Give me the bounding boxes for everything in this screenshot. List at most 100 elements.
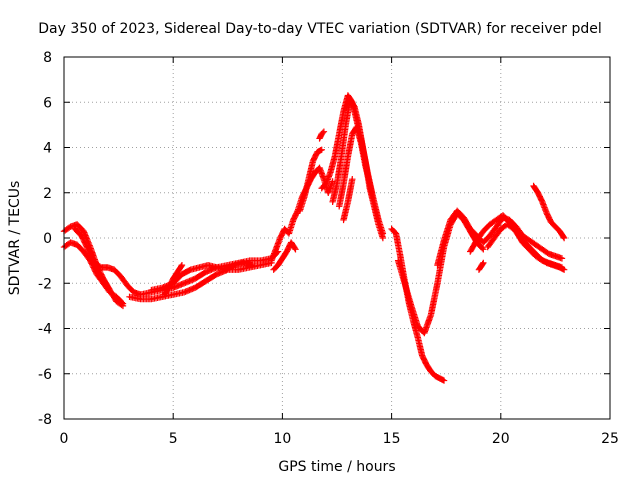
interpolated-points (408, 304, 421, 328)
interpolated-points (557, 229, 567, 241)
interpolated-points (170, 269, 181, 281)
interpolated-points (513, 224, 525, 238)
y-tick-label: 8 (43, 50, 52, 66)
interpolated-points (544, 211, 554, 225)
interpolated-points (107, 290, 119, 300)
interpolated-points (223, 262, 237, 273)
interpolated-points (505, 222, 516, 232)
y-axis-label: SDTVAR / TECUs (7, 181, 23, 296)
interpolated-points (315, 147, 324, 155)
y-tick-label: 2 (43, 186, 52, 202)
interpolated-points (557, 264, 567, 273)
interpolated-points (353, 125, 364, 145)
data-point (320, 128, 328, 135)
interpolated-points (347, 97, 357, 109)
interpolated-points (524, 242, 536, 254)
series-track-f (148, 259, 256, 294)
series-track-n (335, 123, 387, 237)
interpolated-points (419, 353, 430, 367)
data-point (379, 230, 387, 237)
interpolated-points (421, 313, 434, 335)
data-point (329, 178, 336, 185)
interpolated-points (424, 362, 434, 374)
interpolated-points (72, 226, 84, 238)
interpolated-points (540, 247, 551, 257)
data-series (60, 92, 568, 384)
series-track-c (71, 225, 144, 298)
series-track-v (530, 182, 568, 242)
interpolated-points (74, 242, 86, 254)
interpolated-points (193, 278, 208, 291)
y-tick-label: -4 (38, 322, 52, 338)
interpolated-points (491, 227, 504, 240)
interpolated-points (313, 165, 322, 175)
interpolated-points (389, 226, 399, 236)
interpolated-points (518, 235, 530, 247)
interpolated-points (531, 183, 541, 195)
data-point (558, 255, 566, 262)
interpolated-points (327, 154, 338, 175)
y-tick-label: 4 (43, 141, 52, 157)
series-track-g (161, 261, 186, 298)
interpolated-points (336, 182, 347, 209)
interpolated-points (114, 294, 126, 306)
interpolated-points (179, 267, 193, 277)
interpolated-points (467, 238, 480, 254)
interpolated-points (531, 249, 543, 261)
interpolated-points (414, 335, 426, 358)
interpolated-points (112, 267, 123, 279)
interpolated-points (401, 281, 415, 308)
data-point (119, 300, 127, 307)
data-point (292, 246, 299, 253)
x-tick-label: 5 (169, 431, 178, 447)
interpolated-points (474, 229, 486, 243)
interpolated-points (78, 233, 91, 252)
interpolated-points (455, 208, 466, 220)
interpolated-points (476, 260, 486, 272)
interpolated-points (481, 222, 492, 234)
interpolated-points (366, 182, 377, 204)
interpolated-points (101, 281, 113, 295)
interpolated-points (203, 271, 219, 284)
interpolated-points (282, 226, 292, 236)
data-point (480, 259, 487, 267)
interpolated-points (527, 237, 538, 248)
series-track-r (434, 207, 566, 269)
data-point (560, 234, 568, 242)
interpolated-points (351, 105, 362, 127)
y-tick-label: -8 (38, 412, 52, 428)
interpolated-points (301, 177, 312, 199)
y-tick-label: -6 (38, 367, 52, 383)
axis-ticks: 0 5 10 15 20 25 -8 -6 -4 -2 0 2 4 6 8 (38, 50, 619, 447)
x-tick-label: 0 (60, 431, 69, 447)
y-tick-label: -2 (38, 276, 52, 292)
interpolated-points (161, 285, 172, 297)
x-tick-label: 20 (492, 431, 510, 447)
data-point (349, 175, 356, 183)
interpolated-points (310, 150, 320, 163)
data-point (560, 266, 568, 273)
interpolated-points (393, 231, 404, 258)
interpolated-points (118, 274, 130, 288)
interpolated-points (481, 233, 492, 245)
interpolated-points (487, 224, 499, 238)
interpolated-points (329, 182, 340, 204)
interpolated-points (175, 263, 185, 275)
data-point (480, 246, 487, 253)
x-axis-label: GPS time / hours (278, 459, 395, 475)
x-tick-label: 25 (601, 431, 619, 447)
interpolated-points (428, 281, 441, 317)
series-track-b (60, 239, 127, 307)
interpolated-points (441, 218, 454, 243)
data-point (440, 377, 448, 384)
interpolated-points (340, 200, 351, 222)
interpolated-points (288, 240, 298, 252)
interpolated-points (538, 256, 549, 266)
interpolated-points (345, 177, 356, 204)
series-track-u (475, 259, 487, 273)
series-track-t (484, 221, 568, 273)
interpolated-points (271, 263, 281, 272)
chart-title: Day 350 of 2023, Sidereal Day-to-day VTE… (38, 21, 602, 37)
interpolated-points (362, 163, 373, 186)
